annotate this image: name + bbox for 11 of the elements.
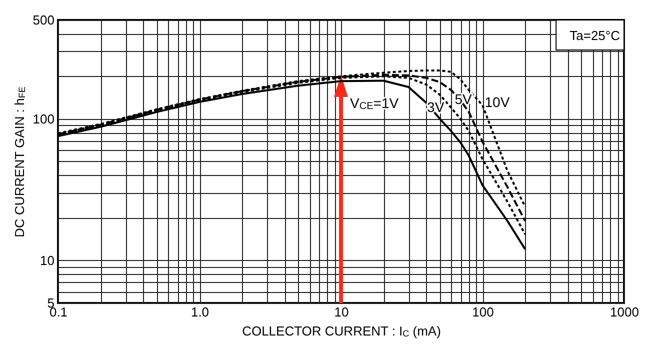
x-tick-label: 10 [334,304,349,320]
x-axis-title: COLLECTOR CURRENT : IC (mA) [242,324,441,338]
annotation: Ta=25°C [570,28,620,43]
y-tick-label: 100 [32,111,54,126]
x-tick-label: 100 [472,304,494,320]
y-axis-title: DC CURRENT GAIN : hFE [12,86,27,238]
x-tick-label: 1.0 [190,304,210,320]
y-tick-label: 10 [40,252,54,268]
series-label: 10V [484,94,510,110]
y-tick-label: 500 [32,12,54,28]
x-tick-label: 1000 [610,304,639,320]
